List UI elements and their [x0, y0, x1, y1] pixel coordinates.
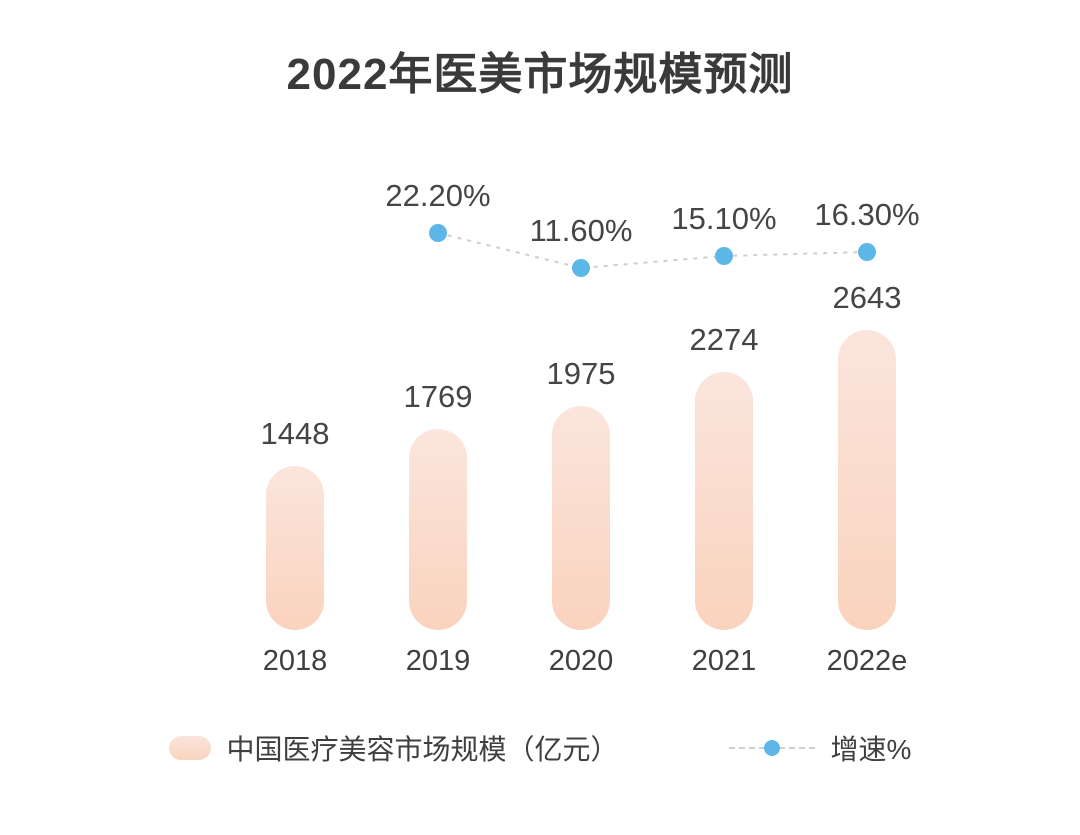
- growth-dot-2021: [715, 247, 733, 265]
- category-label-2018: 2018: [262, 645, 328, 677]
- category-label-2022e: 2022e: [826, 645, 908, 677]
- dot-icon: [763, 740, 780, 756]
- dashed-line-icon: [728, 740, 815, 756]
- growth-label-2022e: 16.30%: [814, 197, 920, 232]
- bar-2018: [266, 466, 324, 630]
- legend-bar-label: 中国医疗美容市场规模（亿元）: [226, 734, 619, 765]
- bar-swatch-icon: [168, 736, 211, 760]
- value-label-2019: 1769: [403, 379, 473, 414]
- bar-2020: [552, 406, 610, 630]
- value-label-2018: 1448: [260, 416, 330, 451]
- category-label-2020: 2020: [548, 645, 614, 677]
- category-label-2019: 2019: [405, 645, 471, 677]
- growth-dot-2020: [572, 259, 590, 277]
- legend: 中国医疗美容市场规模（亿元） 增速%: [0, 728, 1080, 768]
- growth-label-2020: 11.60%: [529, 213, 633, 248]
- category-label-2021: 2021: [691, 645, 757, 677]
- bar-2022e: [838, 330, 896, 630]
- growth-label-2019: 22.20%: [385, 178, 491, 213]
- value-label-2020: 1975: [546, 356, 616, 391]
- growth-label-2021: 15.10%: [671, 201, 777, 236]
- bar-2021: [695, 372, 753, 630]
- growth-dot-2019: [429, 224, 447, 242]
- bar-2019: [409, 429, 467, 630]
- value-label-2022e: 2643: [832, 280, 902, 315]
- legend-line-label: 增速%: [830, 734, 912, 765]
- legend-item-market-size: 中国医疗美容市场规模（亿元）: [168, 728, 619, 768]
- value-label-2021: 2274: [689, 322, 759, 357]
- chart-title: 2022年医美市场规模预测: [286, 50, 794, 99]
- growth-dot-2022e: [858, 243, 876, 261]
- legend-item-growth-rate: 增速%: [728, 728, 912, 768]
